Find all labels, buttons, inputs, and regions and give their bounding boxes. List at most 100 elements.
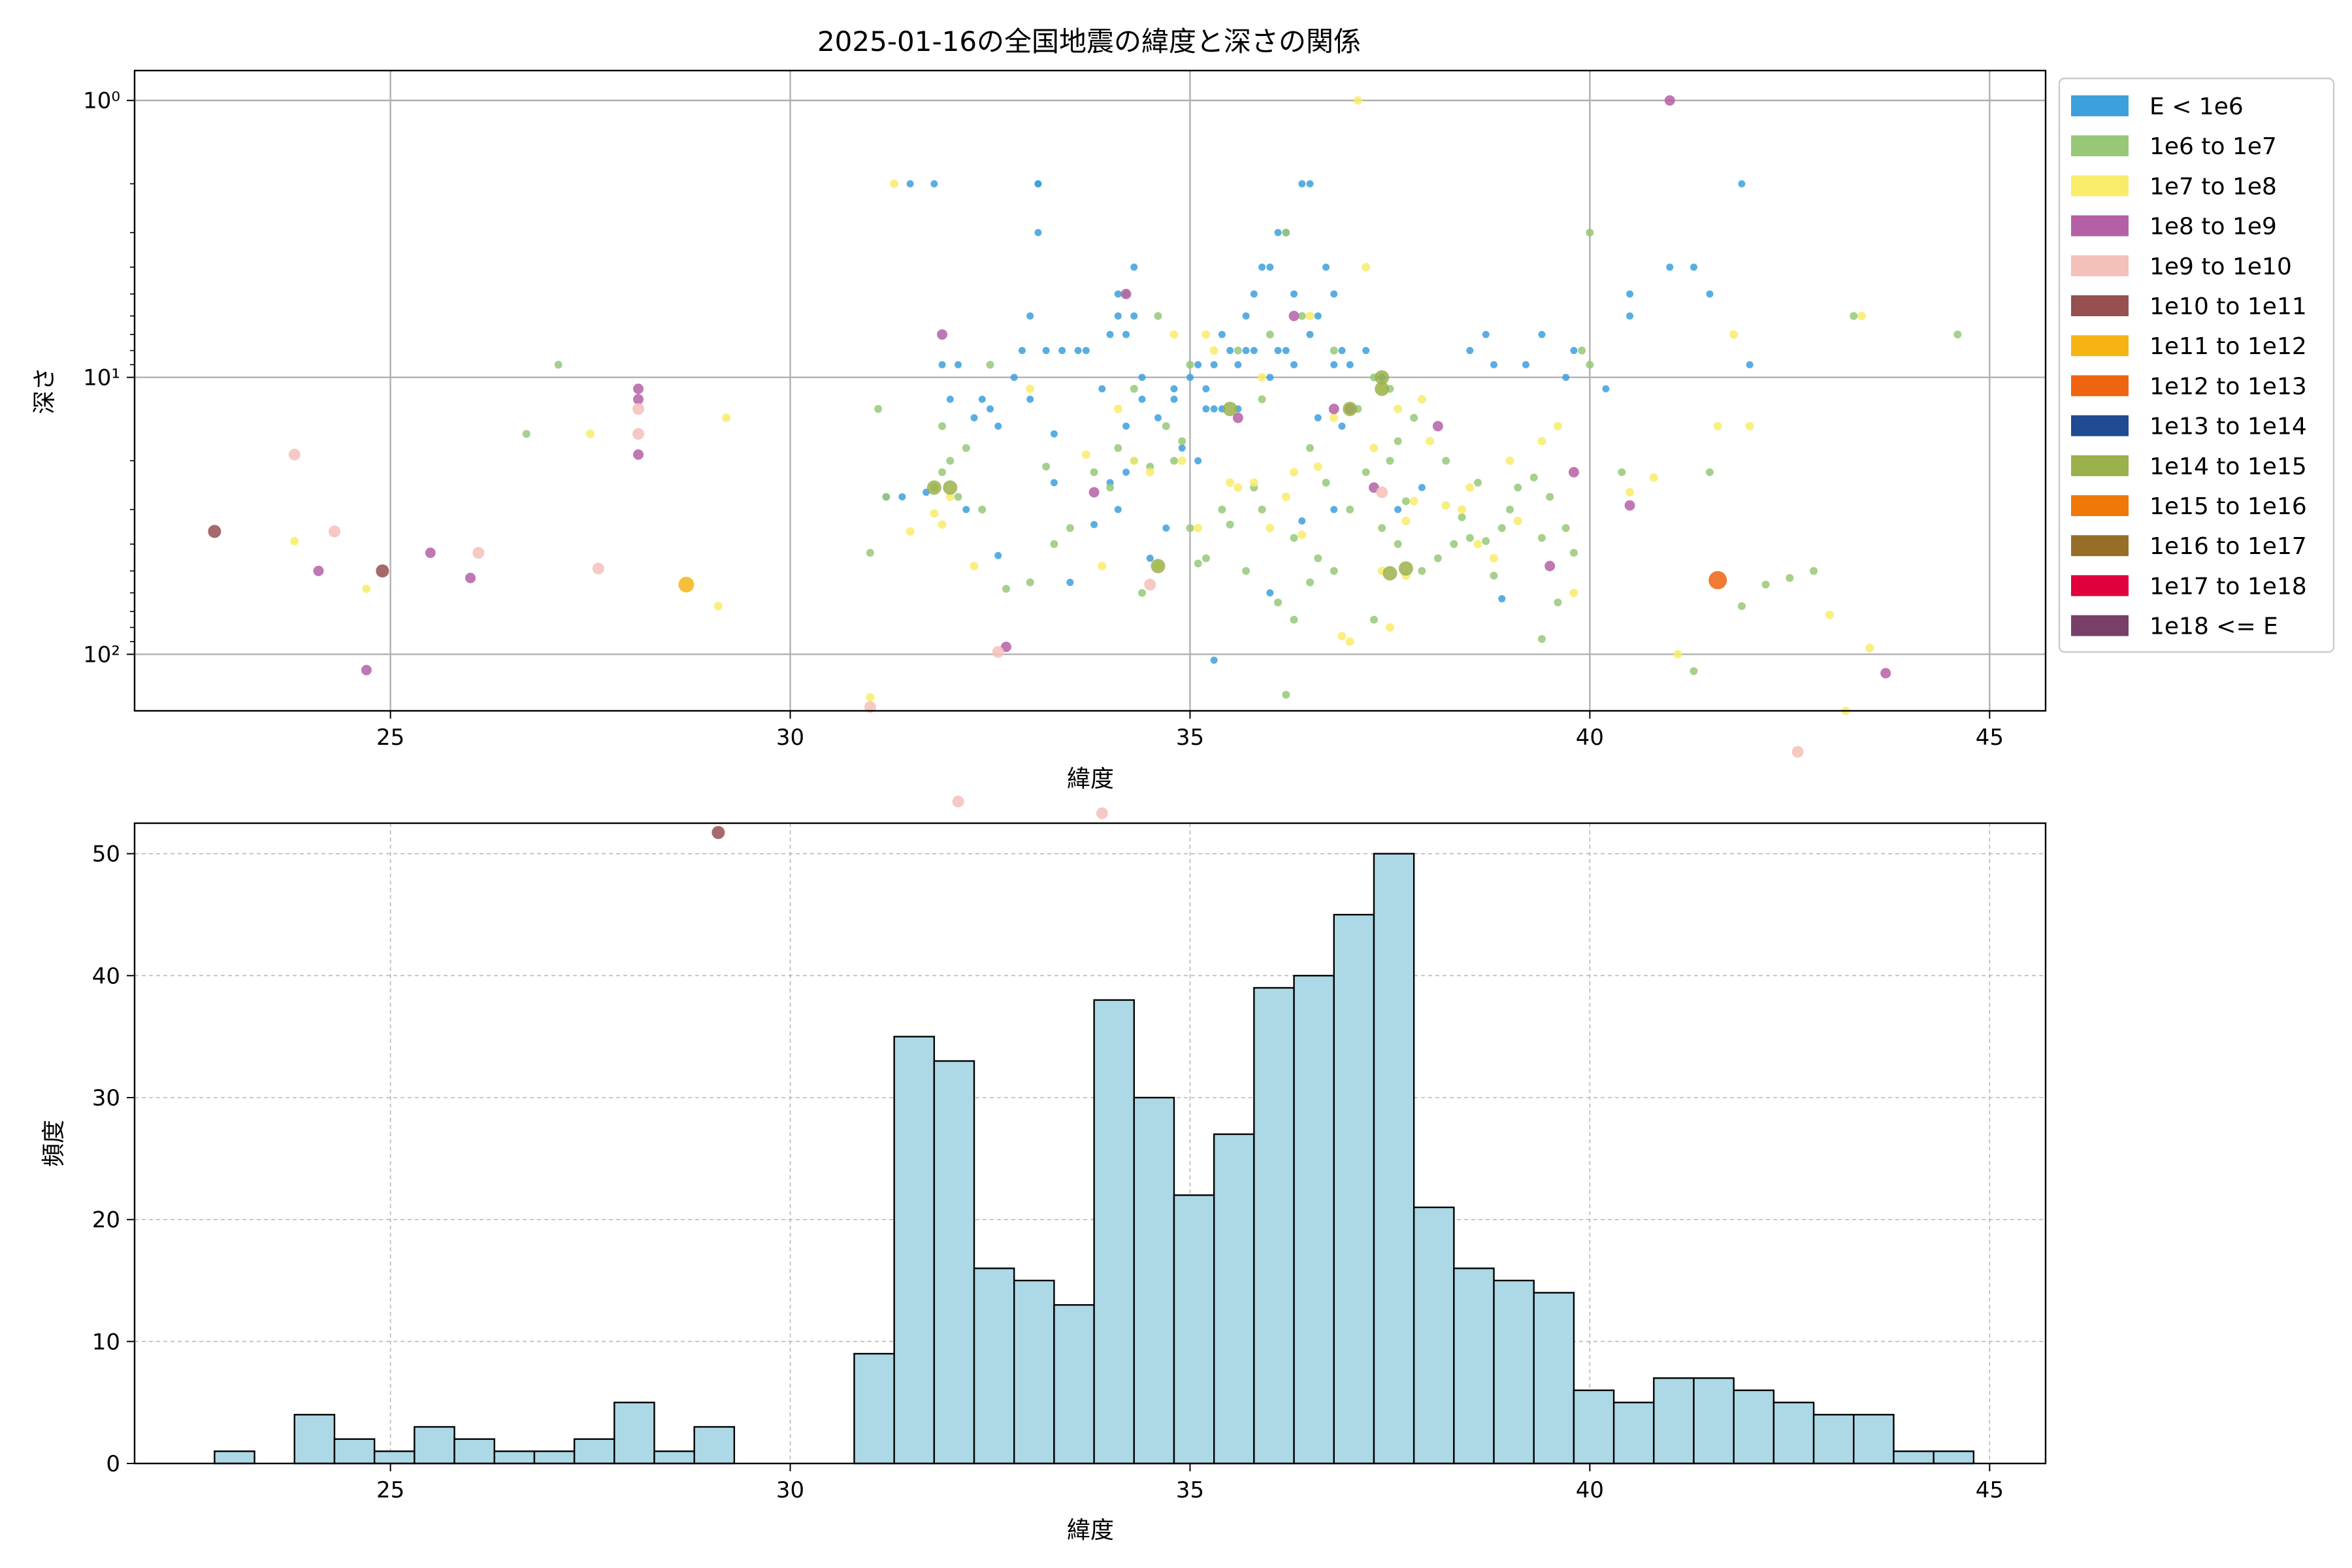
scatter-point [1569,549,1578,557]
scatter-point [1690,263,1698,271]
histogram-bar [1812,1414,1855,1465]
scatter-point [1258,505,1266,514]
legend-label: 1e16 to 1e17 [2149,533,2307,560]
histogram-x-ticks: 25 30 35 40 45 [376,1463,2004,1503]
scatter-point [1218,331,1226,338]
scatter-point [1673,649,1682,659]
scatter-point [938,422,947,431]
scatter-point [1194,361,1202,368]
scatter-point [864,701,876,713]
scatter-y-tick-label: 10¹ [83,365,120,391]
histogram-bar [693,1426,736,1465]
scatter-point [890,179,899,188]
scatter-point [1186,361,1194,369]
scatter-point [361,664,372,676]
scatter-point [1369,615,1378,624]
scatter-point [1114,312,1122,320]
legend-item: E < 1e6 [2071,93,2244,120]
scatter-point [1186,524,1194,532]
scatter-point [1417,395,1426,404]
scatter-point [1458,505,1467,514]
scatter-title: 2025-01-16の全国地震の緯度と深さの関係 [817,25,1361,57]
scatter-point [1298,180,1306,188]
scatter-point [1880,668,1891,679]
histogram-bar [1093,999,1135,1465]
scatter-point [1162,524,1170,532]
legend-swatch [2071,95,2129,116]
histogram-bar [973,1267,1015,1465]
scatter-point [1034,229,1042,237]
legend-item: 1e17 to 1e18 [2071,573,2307,600]
scatter-point [1114,506,1122,514]
scatter-point [1233,483,1243,492]
scatter-point [1649,473,1658,482]
scatter-point [1708,571,1727,590]
histogram-bars [214,853,1975,1465]
scatter-point [1113,404,1122,414]
scatter-point [1474,478,1482,487]
scatter-point [1465,534,1474,542]
scatter-point [376,564,389,578]
legend-swatch [2071,535,2129,557]
scatter-point [1625,488,1635,497]
scatter-point [1194,559,1202,568]
histogram-bar [933,1060,975,1465]
scatter-point [472,547,485,559]
scatter-point [938,361,946,368]
scatter-point [1738,180,1746,188]
scatter-point [937,329,948,340]
histogram-chart: 25 30 35 40 45 0 10 20 30 40 50 緯度 頻度 [41,822,2047,1544]
scatter-point [1322,478,1330,487]
scatter-point [946,457,955,465]
scatter-point [938,468,947,476]
legend-swatch [2071,295,2129,316]
histogram-bar [333,1438,376,1465]
scatter-point [1209,346,1218,355]
scatter-point [1602,385,1610,393]
scatter-point [1290,468,1299,477]
scatter-point [290,536,299,546]
scatter-point [1258,373,1267,382]
scatter-point [962,506,970,514]
scatter-point [1624,500,1635,511]
scatter-point [1745,421,1754,431]
scatter-point [1482,331,1490,338]
histogram-x-tick-label: 35 [1176,1477,1204,1503]
scatter-point [866,549,874,557]
scatter-point [1258,263,1266,271]
legend-label: 1e15 to 1e16 [2149,493,2307,520]
scatter-point [1169,330,1179,339]
scatter-point [632,402,645,415]
scatter-point [994,422,1002,430]
scatter-x-ticks: 25 30 35 40 45 [376,711,2004,751]
scatter-point [1026,395,1034,403]
scatter-point [1330,346,1338,355]
scatter-point [1401,497,1410,506]
legend-item: 1e18 <= E [2071,613,2278,640]
scatter-point [1482,537,1490,546]
scatter-point [1398,561,1413,576]
scatter-point [713,602,723,611]
scatter-point [1432,421,1443,432]
scatter-point [1162,422,1170,431]
scatter-point [1410,414,1418,422]
scatter-point [898,493,906,500]
legend-swatch [2071,255,2129,276]
scatter-point [1497,524,1506,532]
scatter-point [1106,331,1114,338]
scatter-legend: E < 1e6 1e6 to 1e7 1e7 to 1e8 1e8 to 1e9 1e9… [2058,77,2335,653]
scatter-point [1233,346,1242,355]
scatter-point [1450,540,1458,548]
scatter-point [1810,566,1818,575]
histogram-bar [1693,1377,1735,1465]
scatter-point [1201,330,1211,339]
histogram-bar [1333,913,1375,1465]
legend-label: 1e13 to 1e14 [2149,414,2307,440]
scatter-point [1473,540,1482,549]
histogram-bar [1612,1401,1655,1465]
scatter-point [1130,456,1139,465]
scatter-point [1266,589,1274,596]
scatter-point [1186,374,1194,382]
legend-swatch [2071,575,2129,596]
scatter-point [1098,385,1106,393]
